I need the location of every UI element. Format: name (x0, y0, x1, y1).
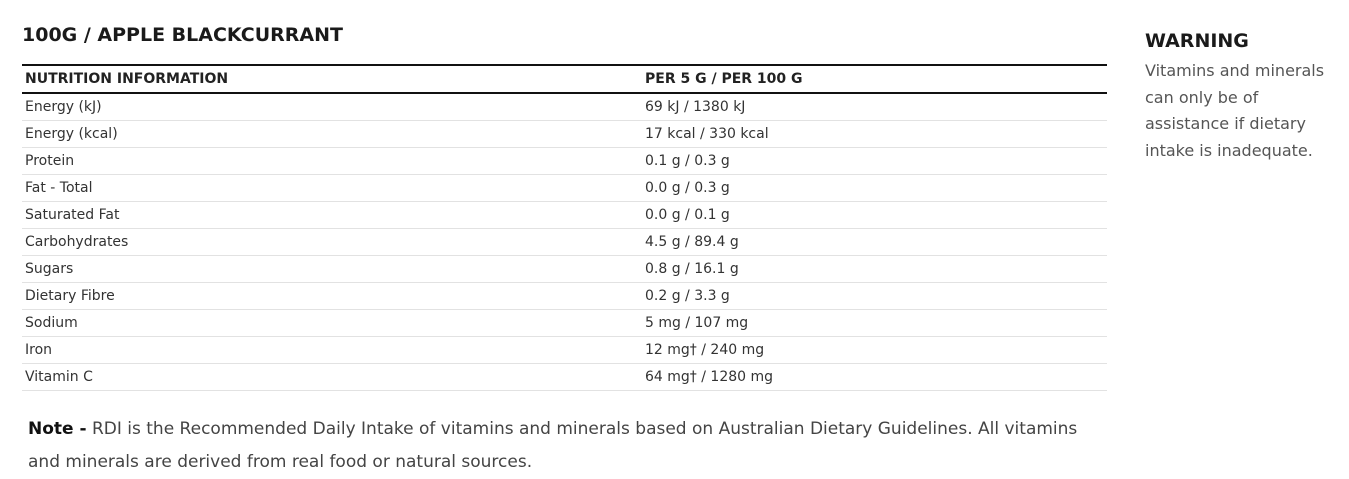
table-row: Carbohydrates 4.5 g / 89.4 g (22, 228, 1107, 256)
nutrient-cell: Saturated Fat (22, 201, 642, 229)
nutrient-cell: Sugars (22, 255, 642, 283)
nutrition-table: NUTRITION INFORMATION PER 5 G / PER 100 … (22, 64, 1107, 391)
header-cell: PER 5 G / PER 100 G (642, 64, 1107, 94)
value-cell: 0.1 g / 0.3 g (642, 147, 1107, 175)
value-cell: 17 kcal / 330 kcal (642, 120, 1107, 148)
nutrient-cell: Carbohydrates (22, 228, 642, 256)
value-cell: 4.5 g / 89.4 g (642, 228, 1107, 256)
warning-title: WARNING (1145, 30, 1249, 52)
table-row: Fat - Total 0.0 g / 0.3 g (22, 174, 1107, 202)
nutrient-cell: Energy (kJ) (22, 93, 642, 121)
value-cell: 12 mg† / 240 mg (642, 336, 1107, 364)
note: Note - RDI is the Recommended Daily Inta… (28, 413, 1107, 479)
nutrient-cell: Dietary Fibre (22, 282, 642, 310)
value-cell: 0.0 g / 0.1 g (642, 201, 1107, 229)
warning-text: Vitamins and minerals can only be of ass… (1145, 61, 1325, 160)
value-cell: 0.0 g / 0.3 g (642, 174, 1107, 202)
nutrient-cell: Iron (22, 336, 642, 364)
table-row: Energy (kcal) 17 kcal / 330 kcal (22, 120, 1107, 148)
value-cell: 0.2 g / 3.3 g (642, 282, 1107, 310)
table-row: Sugars 0.8 g / 16.1 g (22, 255, 1107, 283)
nutrition-panel: 100G / APPLE BLACKCURRANT NUTRITION INFO… (22, 24, 1107, 479)
table-row: Protein 0.1 g / 0.3 g (22, 147, 1107, 175)
value-cell: 5 mg / 107 mg (642, 309, 1107, 337)
table-row: Energy (kJ) 69 kJ / 1380 kJ (22, 93, 1107, 121)
table-row: Dietary Fibre 0.2 g / 3.3 g (22, 282, 1107, 310)
table-row: Vitamin C 64 mg† / 1280 mg (22, 363, 1107, 391)
value-cell: 64 mg† / 1280 mg (642, 363, 1107, 391)
value-cell: 69 kJ / 1380 kJ (642, 93, 1107, 121)
header-row: NUTRITION INFORMATION PER 5 G / PER 100 … (22, 64, 1107, 94)
value-cell: 0.8 g / 16.1 g (642, 255, 1107, 283)
nutrient-cell: Energy (kcal) (22, 120, 642, 148)
table-row: Iron 12 mg† / 240 mg (22, 336, 1107, 364)
table-row: Saturated Fat 0.0 g / 0.1 g (22, 201, 1107, 229)
table-row: Sodium 5 mg / 107 mg (22, 309, 1107, 337)
nutrient-cell: Fat - Total (22, 174, 642, 202)
product-title: 100G / APPLE BLACKCURRANT (22, 24, 343, 46)
nutrient-cell: Vitamin C (22, 363, 642, 391)
nutrient-cell: Protein (22, 147, 642, 175)
nutrient-cell: Sodium (22, 309, 642, 337)
table-body: Energy (kJ) 69 kJ / 1380 kJ Energy (kcal) 1… (22, 93, 1107, 391)
note-label: Note - (28, 419, 87, 439)
warning: WARNING Vitamins and minerals can only b… (1145, 30, 1325, 164)
header-cell: NUTRITION INFORMATION (22, 64, 642, 94)
note-text: RDI is the Recommended Daily Intake of v… (28, 419, 1078, 472)
